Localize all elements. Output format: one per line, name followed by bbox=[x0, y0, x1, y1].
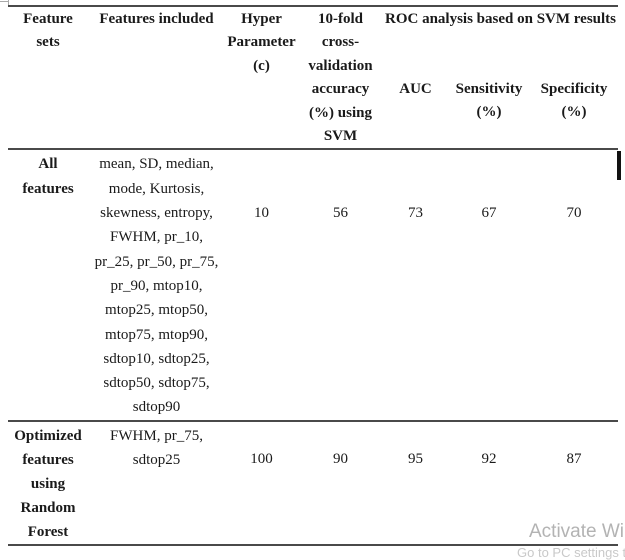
cell-hyper-parameter: 100 bbox=[250, 450, 273, 467]
cell-cv-accuracy: 56 bbox=[333, 205, 348, 222]
header-cell-cv-accuracy: 10-fold cross- validation accuracy (%) u… bbox=[308, 11, 373, 145]
cell-features-list: mean, SD, median, mode, Kurtosis, skewne… bbox=[94, 156, 219, 416]
cell-feature-set: All features bbox=[22, 156, 74, 197]
results-table: Feature sets Features included Hyper Par… bbox=[8, 5, 619, 546]
header-row-sub: AUC Sensitivity (%) Specificity (%) bbox=[8, 32, 618, 150]
cell-auc: 95 bbox=[408, 450, 423, 467]
activate-windows-watermark: Activate Windows bbox=[529, 521, 625, 542]
cell-hyper-parameter: 10 bbox=[254, 205, 269, 222]
table-corner-handle-icon bbox=[0, 0, 10, 8]
cell-sensitivity: 67 bbox=[481, 205, 497, 222]
text-cursor-artifact bbox=[617, 151, 621, 180]
header-cell-feature-sets: Feature sets bbox=[23, 11, 73, 51]
header-cell-roc-group: ROC analysis based on SVM results bbox=[385, 11, 617, 27]
table-header: Feature sets Features included Hyper Par… bbox=[8, 6, 619, 150]
cell-cv-accuracy: 90 bbox=[333, 450, 348, 467]
table-row: All features mean, SD, median, mode, Kur… bbox=[8, 149, 619, 421]
header-cell-sensitivity: Sensitivity (%) bbox=[455, 80, 523, 121]
header-cell-auc: AUC bbox=[399, 81, 432, 98]
cell-specificity: 87 bbox=[566, 450, 582, 467]
activate-windows-watermark-subtext: Go to PC settings to activate Windows. bbox=[517, 545, 625, 560]
cell-sensitivity: 92 bbox=[481, 450, 497, 467]
table-row: Optimized features using Random Forest F… bbox=[8, 421, 618, 545]
header-cell-specificity: Specificity (%) bbox=[540, 80, 608, 121]
cell-features-list: FWHM, pr_75, sdtop25 bbox=[110, 427, 203, 468]
header-row-top: Feature sets Features included Hyper Par… bbox=[8, 6, 618, 144]
cell-feature-set: Optimized features using Random Forest bbox=[14, 427, 82, 540]
cell-specificity: 70 bbox=[566, 205, 582, 222]
cell-auc: 73 bbox=[408, 205, 423, 222]
header-cell-hyper-parameter: Hyper Parameter (c) bbox=[227, 11, 296, 74]
header-cell-features-included: Features included bbox=[99, 11, 214, 27]
